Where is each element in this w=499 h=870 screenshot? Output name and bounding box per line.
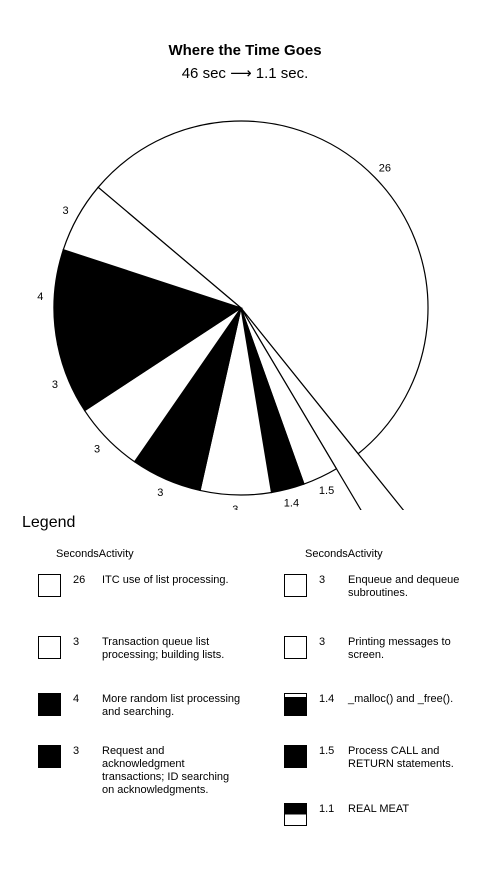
legend-seconds: 1.4 — [319, 693, 335, 705]
pie-slice-8 — [53, 248, 244, 346]
legend-activity: Enqueue and dequeue subroutines. — [348, 574, 460, 599]
legend-swatch — [284, 803, 307, 826]
legend-column-heading-left: SecondsActivity — [56, 548, 134, 560]
legend-item: 3 Enqueue and dequeue subroutines. — [284, 574, 484, 614]
legend-item: 4 More random list processing and search… — [38, 693, 240, 733]
pie-slice-9 — [62, 186, 242, 309]
pie-slice-label: 26 — [379, 163, 391, 175]
legend-activity: Transaction queue list processing; build… — [102, 636, 225, 661]
legend-activity: Printing messages to screen. — [348, 636, 451, 661]
pie-slice-1 — [240, 307, 405, 510]
legend-seconds: 3 — [73, 745, 80, 757]
legend-seconds: 1.5 — [319, 745, 335, 757]
legend-swatch — [38, 745, 61, 768]
chart-title: Where the Time Goes — [168, 42, 322, 59]
legend-activity: More random list processing and searchin… — [102, 693, 241, 718]
pie-slice-label: 3 — [52, 379, 58, 391]
legend-heading: Legend — [22, 514, 76, 531]
legend-seconds: 3 — [319, 636, 326, 648]
pie-slice-label: 3 — [232, 504, 238, 510]
pie-slice-label: 1.5 — [319, 485, 334, 497]
legend-swatch — [38, 574, 61, 597]
legend-column-heading-right: SecondsActivity — [305, 548, 383, 560]
legend-item: 1.4 _malloc() and _free(). — [284, 693, 484, 733]
legend-activity: Request and acknowledgment transactions;… — [102, 745, 230, 796]
pie-slice-label: 1.4 — [284, 498, 299, 510]
legend-item: 3 Request and acknowledgment transaction… — [38, 745, 238, 796]
pie-slice-label: 3 — [94, 443, 100, 455]
legend-item: 26 ITC use of list processing. — [38, 574, 238, 614]
legend-swatch — [38, 636, 61, 659]
legend-activity: _malloc() and _free(). — [348, 693, 454, 705]
pie-slice-label: 3 — [157, 487, 163, 499]
legend-item: 1.1 REAL MEAT — [284, 803, 484, 843]
legend-seconds: 26 — [73, 574, 86, 586]
legend-swatch — [284, 693, 307, 716]
legend-activity: ITC use of list processing. — [102, 574, 229, 586]
legend-activity: Process CALL and RETURN statements. — [348, 745, 454, 770]
chart-subtitle: 46 sec ⟶ 1.1 sec. — [181, 65, 309, 82]
legend-swatch — [284, 745, 307, 768]
legend-swatch — [38, 693, 61, 716]
legend-activity: REAL MEAT — [348, 803, 410, 815]
legend-seconds: 4 — [73, 693, 80, 705]
legend-swatch — [284, 636, 307, 659]
legend-item: 3 Printing messages to screen. — [284, 636, 484, 676]
legend-seconds: 3 — [73, 636, 80, 648]
pie-slice-0 — [97, 120, 429, 455]
legend-item: 3 Transaction queue list processing; bui… — [38, 636, 238, 676]
legend-item: 1.5 Process CALL and RETURN statements. — [284, 745, 484, 785]
legend-seconds: 1.1 — [319, 803, 335, 815]
pie-slice-label: 4 — [37, 291, 43, 303]
legend-swatch — [284, 574, 307, 597]
legend-seconds: 3 — [319, 574, 326, 586]
pie-slice-label: 3 — [62, 205, 68, 217]
